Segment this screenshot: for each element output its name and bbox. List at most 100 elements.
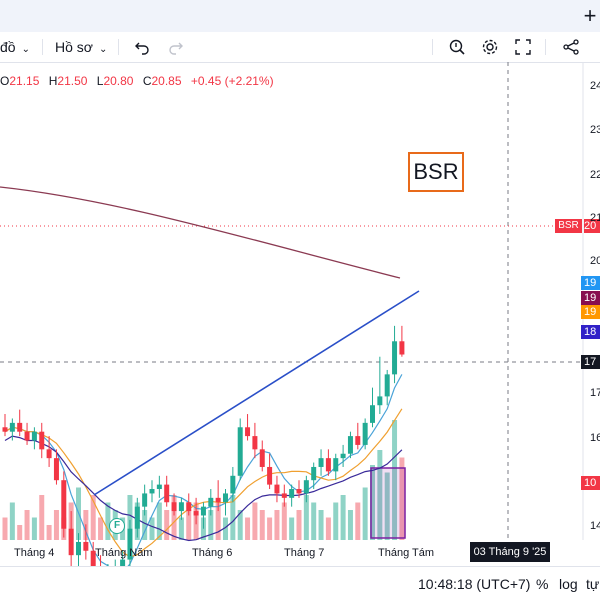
volume-bar	[215, 502, 221, 540]
volume-label: 10	[581, 476, 600, 490]
percent-scale-toggle[interactable]: %	[536, 576, 549, 592]
fullscreen-icon	[515, 39, 531, 55]
volume-bar	[399, 457, 405, 540]
share-button[interactable]	[562, 32, 580, 62]
undo-button[interactable]	[134, 32, 150, 62]
candle-body	[289, 489, 295, 498]
candle-body	[362, 422, 368, 445]
settings-button[interactable]	[481, 32, 499, 62]
candle-body	[333, 458, 339, 472]
crosshair-date-label: 03 Tháng 9 '25	[470, 542, 550, 562]
candle-body	[355, 436, 361, 445]
month-label: Tháng 4	[14, 547, 55, 559]
volume-bar	[39, 495, 45, 540]
volume-bar	[156, 502, 162, 540]
candle-body	[9, 422, 15, 432]
volume-bar	[245, 517, 251, 540]
volume-bar	[9, 502, 15, 540]
volume-bar	[289, 517, 295, 540]
indicator-label-ma-mid: 19	[581, 305, 600, 319]
ticker-annotation[interactable]: BSR	[408, 152, 464, 192]
price-tick: 24	[590, 80, 600, 92]
candle-body	[193, 511, 199, 516]
profile-dropdown[interactable]: Hồ sơ ⌄	[55, 32, 107, 62]
candle-body	[171, 502, 177, 512]
candle-body	[303, 480, 309, 494]
candle-body	[267, 466, 273, 485]
clock-display[interactable]: 10:48:18 (UTC+7)	[418, 576, 531, 592]
toolbar-divider	[432, 39, 433, 55]
dividend-badge[interactable]: F	[109, 518, 125, 534]
volume-bar	[223, 517, 228, 540]
volume-bar	[274, 510, 280, 540]
volume-bar	[318, 510, 324, 540]
toolbar-divider	[42, 39, 43, 55]
candle-body	[46, 449, 52, 459]
alert-button[interactable]	[448, 32, 466, 62]
month-label: Tháng 7	[284, 547, 325, 559]
candle-body	[296, 489, 302, 494]
candle-body	[200, 506, 206, 516]
candle-body	[245, 427, 251, 437]
volume-bar	[355, 502, 361, 540]
volume-bar	[127, 495, 133, 540]
candle-body	[377, 396, 383, 406]
gear-icon	[482, 39, 498, 55]
chevron-down-icon: ⌄	[21, 44, 30, 55]
candle-body	[76, 541, 81, 556]
volume-bar	[208, 510, 214, 540]
volume-bar	[171, 495, 177, 540]
open-key: O	[0, 74, 10, 88]
volume-bar	[377, 450, 383, 540]
high-key: H	[48, 74, 58, 88]
new-tab-button[interactable]: +	[583, 3, 597, 28]
candle-body	[31, 431, 37, 441]
volume-bar	[186, 510, 192, 540]
volume-bar	[31, 517, 37, 540]
ma-slow-line	[4, 435, 403, 542]
volume-bar	[17, 525, 23, 540]
volume-bar	[362, 487, 368, 540]
volume-bar	[370, 465, 375, 540]
candle-body	[39, 431, 45, 450]
ticker-price-value: 20	[584, 219, 600, 233]
volume-bar	[267, 517, 273, 540]
candle-body	[24, 431, 30, 441]
candle-body	[223, 493, 228, 503]
redo-icon	[169, 42, 183, 55]
month-label: Tháng 6	[192, 547, 233, 559]
volume-bar	[384, 472, 390, 540]
candle-body	[83, 541, 89, 551]
volume-bar	[46, 525, 52, 540]
candle-body	[281, 493, 287, 498]
change-value: +0.45 (+2.21%)	[190, 74, 274, 88]
candle-body	[17, 422, 23, 432]
auto-scale-toggle[interactable]: tự	[586, 576, 600, 592]
price-tick: 23	[590, 124, 600, 136]
close-key: C	[142, 74, 152, 88]
volume-bar	[252, 502, 258, 540]
bottom-bar: 10:48:18 (UTC+7) % log tự	[0, 566, 600, 601]
candle-body	[318, 458, 324, 467]
candle-body	[53, 458, 59, 481]
candle-body	[164, 484, 170, 503]
redo-button[interactable]	[168, 32, 184, 62]
chart-type-label: đồ	[0, 39, 16, 55]
price-tick: 20	[590, 255, 600, 267]
indicator-label-ma-slow: 18	[581, 325, 600, 339]
price-tick: 14	[590, 520, 600, 532]
volume-bar	[311, 502, 317, 540]
log-scale-toggle[interactable]: log	[559, 576, 578, 592]
fullscreen-button[interactable]	[515, 32, 531, 62]
alert-icon	[449, 39, 465, 55]
candle-body	[178, 502, 184, 512]
candle-body	[237, 427, 243, 476]
volume-bar	[340, 495, 346, 540]
candle-body	[215, 497, 221, 503]
open-value: 21.15	[9, 74, 40, 88]
chart-toolbar: đồ ⌄ Hồ sơ ⌄	[0, 32, 600, 63]
price-chart[interactable]	[0, 62, 600, 566]
chart-type-dropdown[interactable]: đồ ⌄	[0, 32, 30, 62]
candle-body	[230, 475, 236, 494]
candle-body	[90, 550, 96, 566]
